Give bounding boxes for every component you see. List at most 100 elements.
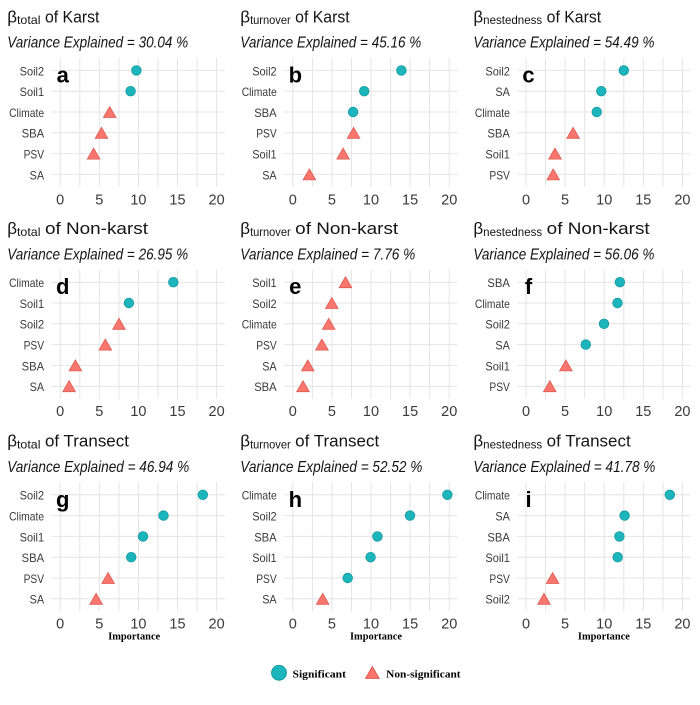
svg-text:Soil1: Soil1 (20, 85, 45, 99)
svg-text:Soil1: Soil1 (252, 551, 277, 565)
svg-text:a: a (57, 62, 70, 87)
svg-text:10: 10 (363, 192, 379, 208)
svg-text:Soil2: Soil2 (20, 64, 45, 78)
svg-text:SBA: SBA (254, 380, 277, 394)
svg-text:SA: SA (30, 380, 44, 394)
svg-text:15: 15 (635, 617, 651, 633)
svg-text:Soil2: Soil2 (485, 593, 510, 607)
svg-text:PSV: PSV (489, 572, 510, 586)
svg-text:SBA: SBA (254, 530, 277, 544)
svg-text:SA: SA (495, 85, 510, 99)
svg-text:20: 20 (674, 617, 690, 633)
svg-text:f: f (525, 274, 533, 299)
svg-text:10: 10 (130, 192, 146, 208)
svg-text:c: c (522, 62, 534, 87)
svg-text:SA: SA (262, 359, 277, 373)
svg-text:Soil1: Soil1 (20, 297, 45, 311)
svg-text:20: 20 (441, 617, 457, 633)
svg-text:0: 0 (56, 617, 64, 633)
svg-text:Significant: Significant (293, 669, 347, 681)
svg-text:d: d (56, 274, 69, 299)
svg-text:Variance Explained = 54.49 %: Variance Explained = 54.49 % (473, 35, 654, 52)
svg-text:20: 20 (209, 192, 225, 208)
svg-text:5: 5 (95, 404, 103, 420)
svg-text:10: 10 (363, 404, 379, 420)
svg-text:20: 20 (674, 192, 690, 208)
svg-text:Soil1: Soil1 (252, 148, 277, 162)
svg-text:Soil1: Soil1 (485, 359, 510, 373)
svg-text:0: 0 (522, 404, 530, 420)
svg-text:PSV: PSV (489, 380, 510, 394)
svg-text:20: 20 (441, 404, 457, 420)
svg-text:Soil2: Soil2 (252, 510, 277, 524)
svg-text:15: 15 (169, 617, 185, 633)
svg-text:Climate: Climate (475, 297, 510, 311)
svg-text:PSV: PSV (256, 127, 277, 141)
svg-text:PSV: PSV (24, 572, 44, 586)
svg-text:Importance: Importance (350, 632, 402, 643)
svg-text:15: 15 (635, 404, 651, 420)
svg-text:PSV: PSV (256, 572, 277, 586)
svg-text:0: 0 (56, 404, 64, 420)
svg-text:10: 10 (596, 192, 612, 208)
svg-text:g: g (56, 487, 69, 512)
svg-text:SBA: SBA (22, 551, 44, 565)
svg-text:10: 10 (596, 404, 612, 420)
svg-text:Variance Explained = 46.94 %: Variance Explained = 46.94 % (7, 459, 189, 476)
svg-text:PSV: PSV (489, 168, 510, 182)
svg-text:h: h (289, 487, 302, 512)
svg-text:PSV: PSV (24, 339, 44, 353)
svg-text:5: 5 (95, 617, 103, 633)
svg-text:SBA: SBA (487, 530, 510, 544)
svg-text:b: b (289, 62, 302, 87)
svg-text:20: 20 (441, 192, 457, 208)
svg-text:Climate: Climate (9, 276, 44, 290)
svg-text:Soil2: Soil2 (252, 297, 277, 311)
svg-text:SA: SA (30, 168, 44, 182)
svg-text:Non-significant: Non-significant (386, 669, 461, 681)
svg-text:0: 0 (522, 192, 530, 208)
svg-text:Climate: Climate (475, 106, 510, 120)
svg-text:Climate: Climate (242, 489, 277, 503)
svg-text:20: 20 (209, 404, 225, 420)
svg-text:PSV: PSV (24, 148, 44, 162)
svg-text:Variance Explained = 7.76 %: Variance Explained = 7.76 % (240, 247, 415, 264)
svg-text:i: i (525, 487, 531, 512)
svg-text:Climate: Climate (475, 489, 510, 503)
svg-text:Climate: Climate (9, 106, 44, 120)
svg-text:5: 5 (95, 192, 103, 208)
svg-text:Soil1: Soil1 (485, 148, 510, 162)
svg-text:5: 5 (328, 192, 336, 208)
svg-text:Soil2: Soil2 (485, 318, 510, 332)
svg-text:5: 5 (328, 404, 336, 420)
svg-text:Variance Explained = 52.52 %: Variance Explained = 52.52 % (240, 459, 422, 476)
svg-text:SBA: SBA (22, 127, 44, 141)
svg-text:Soil1: Soil1 (252, 276, 277, 290)
svg-text:SBA: SBA (22, 359, 44, 373)
svg-text:5: 5 (328, 617, 336, 633)
svg-text:10: 10 (130, 617, 146, 633)
svg-text:0: 0 (289, 617, 297, 633)
svg-text:Soil1: Soil1 (20, 530, 45, 544)
svg-text:10: 10 (363, 617, 379, 633)
svg-text:PSV: PSV (256, 339, 277, 353)
svg-text:15: 15 (402, 617, 418, 633)
svg-text:SA: SA (30, 593, 44, 607)
svg-text:5: 5 (561, 192, 569, 208)
svg-text:Variance Explained = 45.16 %: Variance Explained = 45.16 % (240, 35, 421, 52)
svg-text:Variance Explained = 56.06 %: Variance Explained = 56.06 % (473, 247, 654, 264)
svg-text:10: 10 (130, 404, 146, 420)
svg-text:15: 15 (169, 192, 185, 208)
svg-text:15: 15 (169, 404, 185, 420)
svg-text:SA: SA (495, 339, 510, 353)
svg-text:Soil2: Soil2 (252, 64, 277, 78)
svg-text:Soil2: Soil2 (485, 64, 510, 78)
svg-text:Climate: Climate (9, 510, 44, 524)
svg-text:SBA: SBA (487, 127, 510, 141)
svg-text:Soil2: Soil2 (20, 318, 45, 332)
